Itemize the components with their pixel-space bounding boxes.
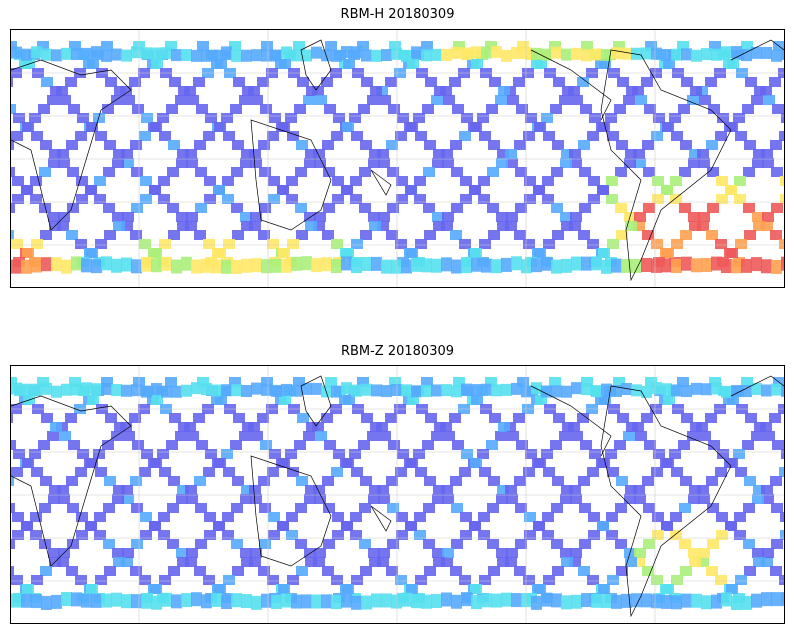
coastline bbox=[730, 375, 784, 397]
coastline bbox=[300, 375, 332, 427]
coastline bbox=[300, 39, 332, 91]
coastline bbox=[600, 49, 732, 282]
coastline bbox=[11, 59, 132, 231]
coastline bbox=[600, 385, 732, 618]
coastline bbox=[370, 505, 392, 532]
swath-map bbox=[10, 365, 785, 624]
swath-map bbox=[10, 29, 785, 288]
map-title: RBM-H 20180309 bbox=[340, 7, 455, 22]
coastlines bbox=[11, 39, 784, 282]
coastline bbox=[250, 455, 332, 567]
coastline bbox=[370, 169, 392, 196]
coastlines bbox=[11, 375, 784, 618]
coastline bbox=[530, 385, 612, 457]
map-canvas bbox=[11, 30, 784, 287]
swath-layer bbox=[11, 41, 784, 274]
graticule bbox=[11, 30, 784, 287]
coastline bbox=[11, 395, 132, 567]
map-canvas bbox=[11, 366, 784, 623]
swath-layer bbox=[11, 377, 784, 610]
coastline bbox=[250, 119, 332, 231]
map-title: RBM-Z 20180309 bbox=[340, 344, 455, 359]
coastline bbox=[730, 39, 784, 61]
panel-rbm-z: RBM-Z 20180309 bbox=[0, 336, 794, 633]
graticule bbox=[11, 366, 784, 623]
coastline bbox=[530, 49, 612, 121]
panel-rbm-h: RBM-H 20180309 bbox=[0, 0, 794, 300]
